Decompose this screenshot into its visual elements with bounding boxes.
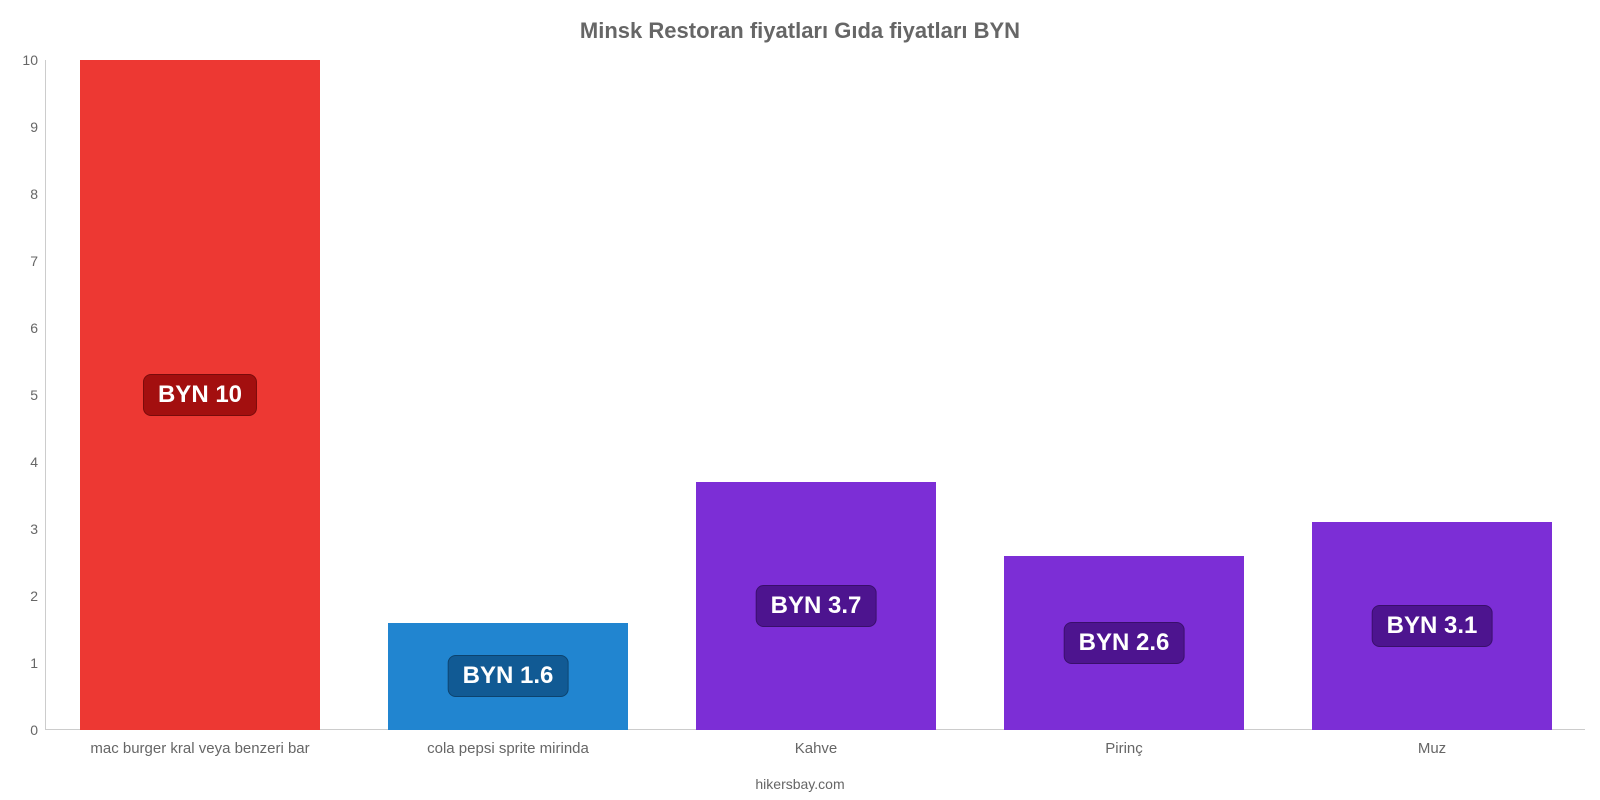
x-category-label: Kahve: [795, 730, 838, 757]
y-tick-label: 5: [30, 387, 46, 403]
bar-value-badge: BYN 10: [143, 374, 257, 416]
y-tick-label: 1: [30, 655, 46, 671]
y-tick-label: 6: [30, 320, 46, 336]
y-tick-label: 8: [30, 186, 46, 202]
chart-attribution: hikersbay.com: [0, 776, 1600, 792]
y-tick-label: 10: [22, 52, 46, 68]
bar-value-badge: BYN 3.1: [1372, 605, 1493, 647]
bar-value-badge: BYN 3.7: [756, 585, 877, 627]
chart-title: Minsk Restoran fiyatları Gıda fiyatları …: [0, 18, 1600, 44]
y-tick-label: 7: [30, 253, 46, 269]
y-tick-label: 2: [30, 588, 46, 604]
x-category-label: mac burger kral veya benzeri bar: [90, 730, 309, 757]
x-category-label: cola pepsi sprite mirinda: [427, 730, 589, 757]
chart-container: Minsk Restoran fiyatları Gıda fiyatları …: [0, 0, 1600, 800]
y-tick-label: 9: [30, 119, 46, 135]
x-category-label: Muz: [1418, 730, 1446, 757]
bar-value-badge: BYN 2.6: [1064, 622, 1185, 664]
value-badge-text: BYN 2.6: [1064, 622, 1185, 664]
value-badge-text: BYN 3.7: [756, 585, 877, 627]
value-badge-text: BYN 10: [143, 374, 257, 416]
y-tick-label: 3: [30, 521, 46, 537]
value-badge-text: BYN 3.1: [1372, 605, 1493, 647]
bar-value-badge: BYN 1.6: [448, 655, 569, 697]
y-tick-label: 0: [30, 722, 46, 738]
y-tick-label: 4: [30, 454, 46, 470]
x-category-label: Pirinç: [1105, 730, 1143, 757]
plot-area: 012345678910BYN 10mac burger kral veya b…: [45, 60, 1585, 730]
value-badge-text: BYN 1.6: [448, 655, 569, 697]
